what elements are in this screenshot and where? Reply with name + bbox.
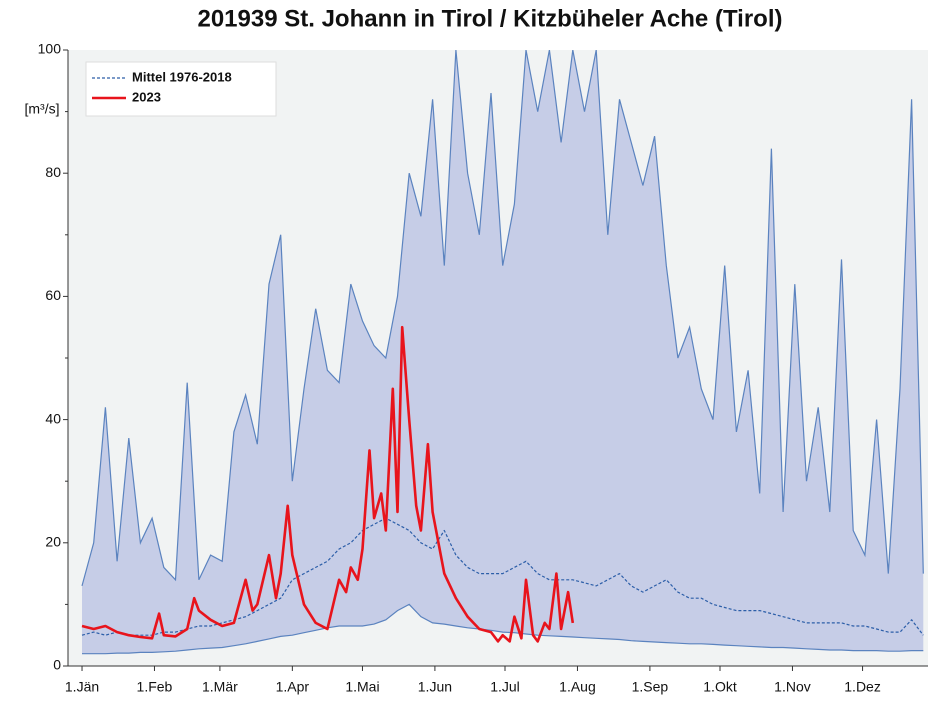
band-fill bbox=[82, 50, 924, 654]
y-tick-label: 80 bbox=[45, 164, 61, 180]
band-lower bbox=[82, 603, 924, 655]
x-tick-label: 1.Jun bbox=[418, 679, 452, 695]
y-tick-label: 20 bbox=[45, 534, 61, 550]
x-tick-label: 1.Sep bbox=[632, 679, 669, 695]
x-tick-label: 1.Jän bbox=[65, 679, 99, 695]
chart-title: 201939 St. Johann in Tirol / Kitzbüheler… bbox=[197, 5, 782, 32]
y-tick-label: 0 bbox=[53, 657, 61, 673]
x-tick-label: 1.Mai bbox=[345, 679, 379, 695]
y-tick-label: 100 bbox=[38, 41, 62, 57]
x-tick-label: 1.Jul bbox=[490, 679, 520, 695]
x-tick-label: 1.Feb bbox=[137, 679, 173, 695]
y-tick-label: 40 bbox=[45, 410, 61, 426]
series-line bbox=[81, 325, 575, 643]
x-tick-label: 1.Nov bbox=[774, 679, 811, 695]
x-tick-label: 1.Apr bbox=[276, 679, 310, 695]
legend-box bbox=[85, 61, 277, 117]
series-line bbox=[81, 517, 924, 636]
y-axis-label: [m³/s] bbox=[25, 101, 60, 117]
band-upper bbox=[81, 50, 924, 587]
legend-label: 2023 bbox=[132, 89, 161, 104]
x-tick-label: 1.Dez bbox=[844, 679, 881, 695]
x-tick-label: 1.Mär bbox=[202, 679, 238, 695]
legend-label: Mittel 1976-2018 bbox=[132, 69, 232, 84]
x-tick-label: 1.Okt bbox=[703, 679, 737, 695]
y-tick-label: 60 bbox=[45, 287, 61, 303]
x-tick-label: 1.Aug bbox=[559, 679, 596, 695]
